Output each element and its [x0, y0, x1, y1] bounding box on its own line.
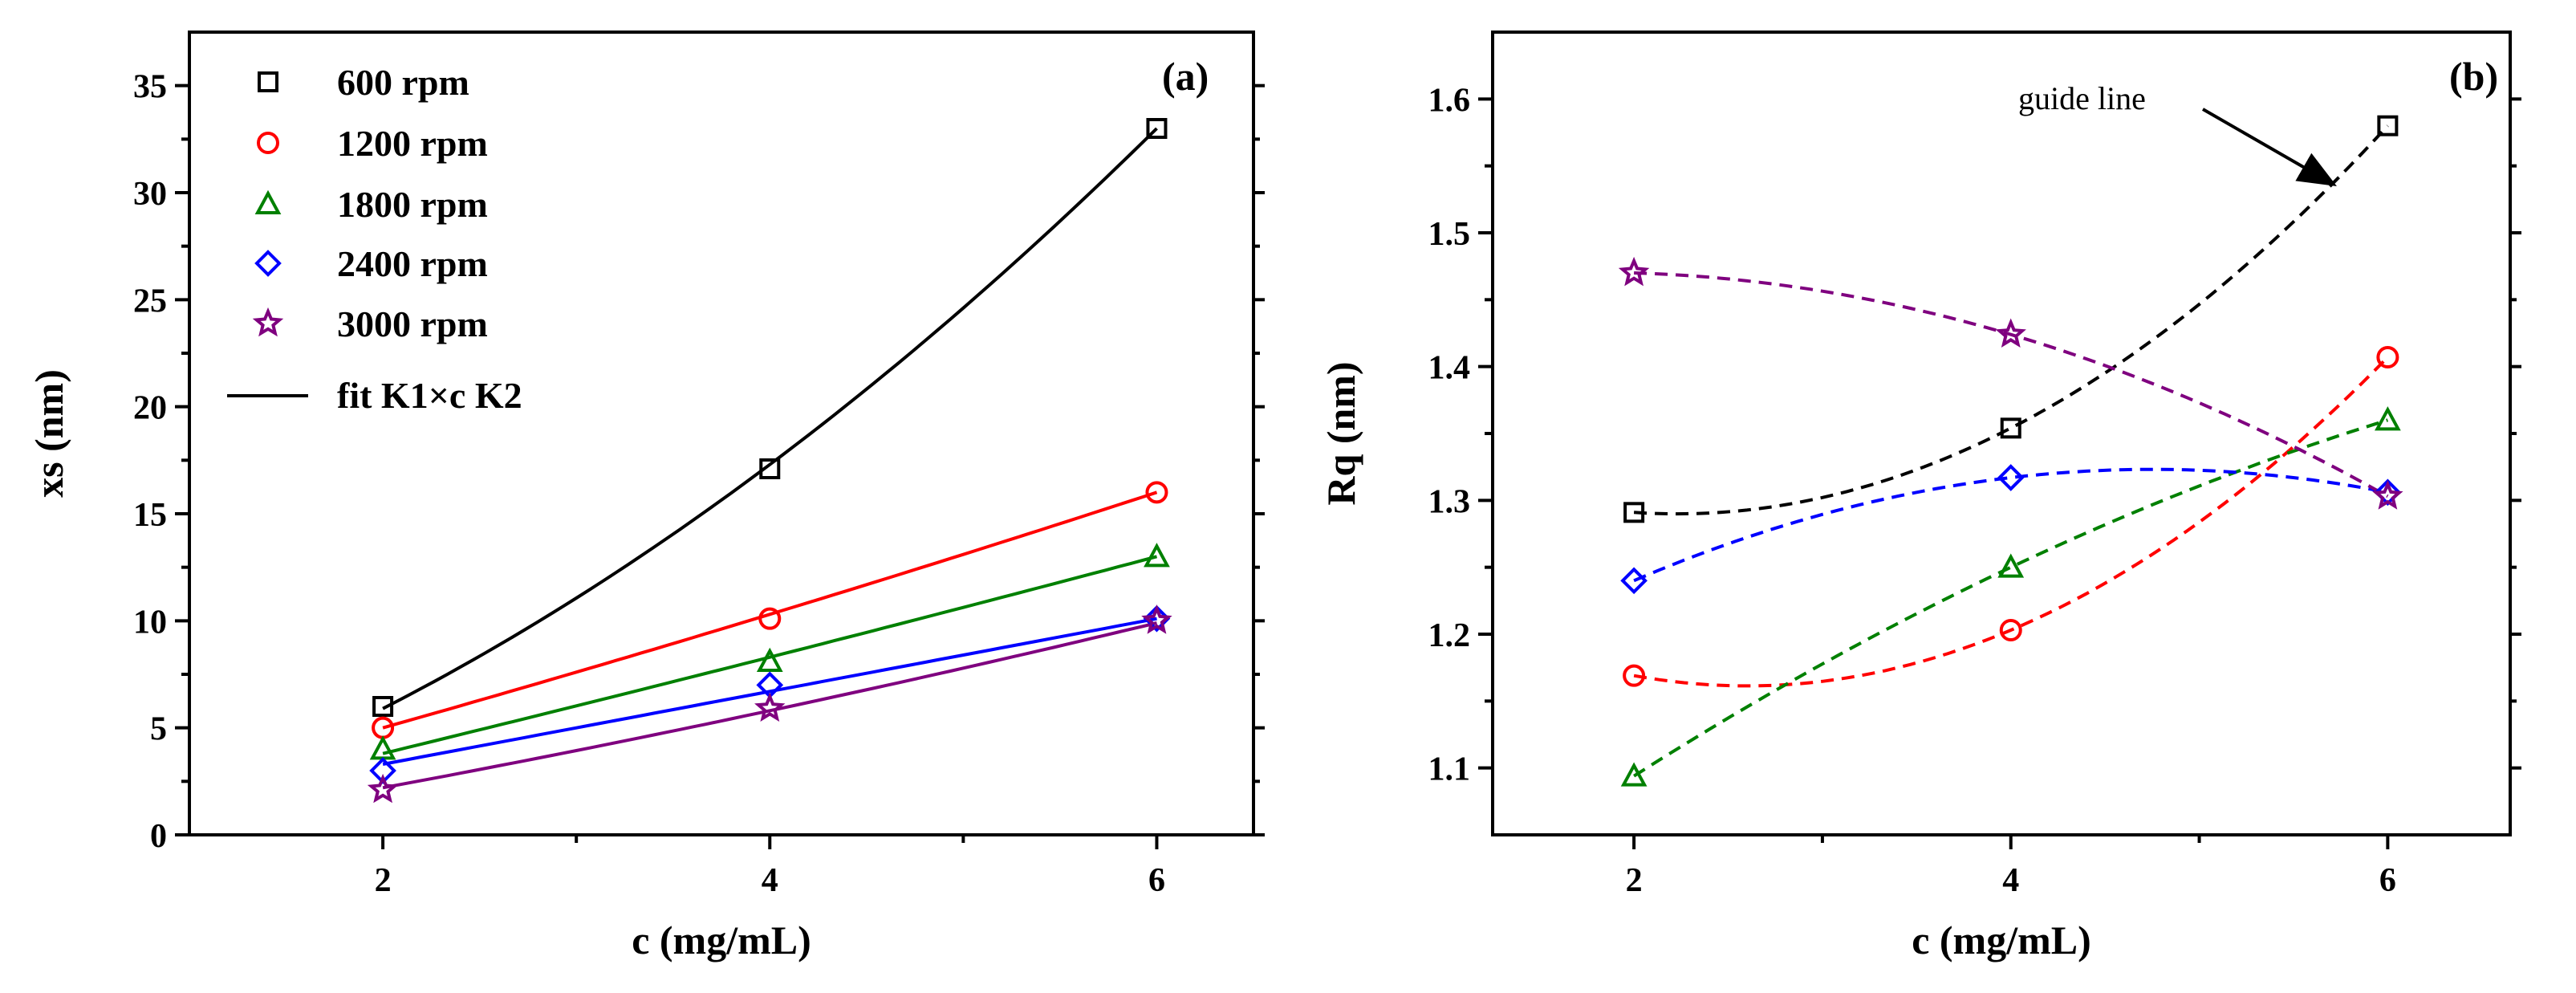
x-tick-label: 4	[762, 862, 778, 899]
y-tick-label: 20	[133, 390, 167, 427]
legend-marker	[254, 250, 282, 277]
guide-line-arrow	[2202, 108, 2337, 186]
data-point	[1997, 464, 2025, 491]
data-point	[1997, 553, 2025, 578]
panel-a-markers	[367, 118, 1172, 804]
series-curve	[382, 127, 1158, 710]
data-point	[1141, 604, 1172, 634]
data-point	[1618, 256, 1650, 287]
data-point	[1623, 664, 1646, 687]
panel-b-markers	[1618, 115, 2403, 787]
legend-label: 1800 rpm	[337, 184, 488, 225]
data-point	[1144, 543, 1170, 568]
legend-fit-label: fit K1×c K2	[337, 375, 522, 416]
series-curve	[382, 617, 1157, 766]
data-point	[756, 647, 783, 672]
panel-b: 2 4 6 1.1 1.2 1.3 1.4 1.5 1.6 (b) guide line c (…	[1318, 31, 2521, 962]
series-curve	[1633, 418, 2388, 778]
data-point	[754, 692, 786, 722]
x-tick-label: 2	[1626, 862, 1643, 899]
panel-b-x-axis-title: c (mg/mL)	[1912, 918, 2091, 962]
panel-b-guide-curves	[1633, 124, 2389, 778]
guide-line-annotation: guide line	[2018, 80, 2146, 116]
data-point	[1145, 481, 1168, 504]
y-tick-label: 1.1	[1428, 751, 1471, 788]
panel-a-label: (a)	[1162, 54, 1209, 99]
series-curve	[1633, 124, 2389, 516]
panel-b-tick-labels: 2 4 6 1.1 1.2 1.3 1.4 1.5 1.6	[1428, 82, 2396, 899]
legend-label: 1200 rpm	[337, 123, 488, 164]
legend-marker	[258, 71, 278, 92]
data-point	[758, 607, 782, 630]
legend-marker	[257, 132, 279, 154]
panel-b-label: (b)	[2449, 54, 2498, 99]
data-point	[759, 458, 781, 479]
x-tick-label: 2	[375, 862, 392, 899]
y-tick-label: 25	[133, 283, 167, 319]
data-point	[1143, 604, 1171, 633]
data-point	[369, 735, 396, 760]
panel-b-ticks	[1478, 97, 2521, 849]
data-point	[372, 696, 394, 717]
legend-label: 3000 rpm	[337, 303, 488, 344]
data-point	[367, 773, 399, 804]
data-point	[1620, 567, 1648, 595]
panel-a-ticks	[175, 83, 1265, 849]
data-point	[2372, 480, 2403, 510]
panel-a: 2 4 6 0 5 10 15 20 25 30 35 (a) 600 rpm 1200 rpm 180…	[26, 31, 1265, 962]
legend-label: 2400 rpm	[337, 243, 488, 284]
y-tick-label: 35	[133, 69, 167, 106]
panel-a-x-axis-title: c (mg/mL)	[632, 918, 811, 962]
data-point	[2375, 406, 2401, 431]
legend-label: 600 rpm	[337, 62, 469, 103]
series-curve	[382, 555, 1158, 755]
data-point	[2000, 417, 2021, 439]
y-tick-label: 1.3	[1428, 483, 1471, 520]
x-tick-label: 4	[2002, 862, 2019, 899]
legend-marker	[254, 189, 282, 214]
y-tick-label: 10	[133, 604, 167, 641]
data-point	[2377, 115, 2399, 136]
data-point	[2376, 346, 2399, 368]
data-point	[1623, 502, 1645, 523]
series-curve	[1634, 271, 2389, 499]
data-point	[1999, 619, 2022, 641]
series-curve	[382, 490, 1158, 730]
panel-b-y-axis-title: Rq (nm)	[1318, 361, 1363, 505]
panel-a-tick-labels: 2 4 6 0 5 10 15 20 25 30 35	[133, 69, 1165, 899]
panel-a-fit-curves	[382, 127, 1158, 790]
y-tick-label: 1.4	[1428, 350, 1471, 387]
legend-marker	[252, 307, 284, 337]
panel-a-frame	[188, 31, 1255, 836]
y-tick-label: 0	[150, 818, 167, 855]
panel-a-legend: 600 rpm 1200 rpm 1800 rpm 2400 rpm 3000 rpm	[252, 62, 488, 344]
series-curve	[382, 621, 1157, 790]
data-point	[1146, 118, 1168, 139]
y-tick-label: 1.6	[1428, 82, 1471, 119]
panel-a-y-axis-title: xs (nm)	[26, 369, 71, 498]
x-tick-label: 6	[2379, 862, 2396, 899]
series-curve	[1633, 467, 2388, 583]
y-tick-label: 30	[133, 176, 167, 213]
series-curve	[1633, 356, 2389, 688]
x-tick-label: 6	[1148, 862, 1165, 899]
data-point	[1620, 762, 1648, 787]
y-tick-label: 1.5	[1428, 216, 1471, 253]
y-tick-label: 1.2	[1428, 617, 1471, 654]
data-point	[1995, 318, 2026, 348]
y-tick-label: 5	[150, 711, 167, 748]
y-tick-label: 15	[133, 497, 167, 534]
